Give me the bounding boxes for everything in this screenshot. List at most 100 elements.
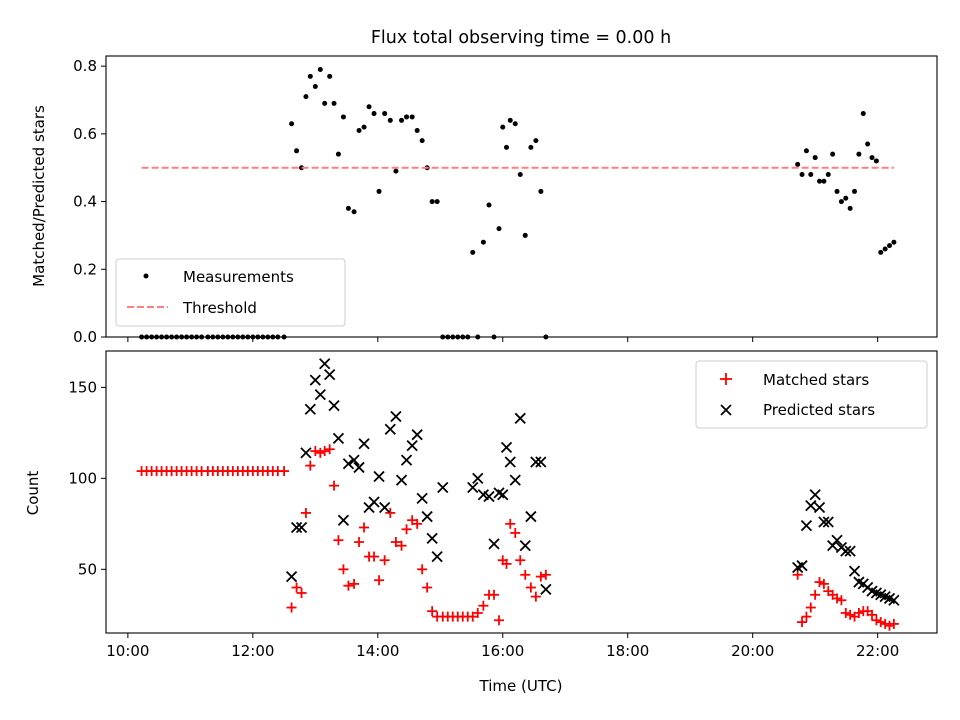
matched-stars-point: [338, 564, 349, 575]
measurements-point: [404, 114, 410, 120]
measurements-point: [512, 121, 518, 127]
matched-stars-point: [880, 618, 891, 629]
measurements-point: [335, 151, 341, 157]
measurements-point: [345, 205, 351, 211]
measurements-point: [507, 117, 513, 123]
legend-predicted-marker: [720, 404, 732, 416]
measurements-point: [533, 138, 539, 144]
predicted-stars-point: [437, 481, 449, 494]
top-ytick-label: 0.6: [73, 125, 97, 143]
bottom-ytick-label: 100: [68, 469, 97, 487]
measurements-point: [327, 73, 333, 79]
matched-stars-point: [792, 569, 803, 580]
bottom-ytick-label: 50: [78, 560, 97, 578]
top-axes: 0.00.20.40.60.8 Matched/Predicted stars …: [30, 55, 938, 346]
measurements-point: [812, 155, 818, 161]
predicted-stars-point: [822, 516, 834, 528]
predicted-stars-point: [309, 374, 321, 386]
measurements-point: [356, 127, 362, 133]
matched-stars-point: [478, 600, 489, 611]
matched-stars-point: [300, 507, 311, 518]
measurements-point: [504, 144, 510, 150]
measurements-point: [351, 209, 357, 215]
matched-stars-point: [535, 571, 546, 582]
matched-stars-point: [845, 609, 856, 620]
bottom-ytick-label: 150: [68, 378, 97, 396]
measurements-point: [393, 168, 399, 174]
matched-stars-point: [319, 446, 330, 457]
predicted-stars-point: [406, 439, 418, 452]
measurements-point: [434, 199, 440, 205]
matched-stars-point: [412, 518, 423, 529]
predicted-stars-point: [368, 496, 380, 508]
measurements-point: [860, 111, 866, 117]
measurements-point: [382, 111, 388, 117]
measurements-point: [361, 124, 367, 130]
measurements-point: [803, 148, 809, 154]
legend-measurements-marker: [143, 273, 149, 279]
matched-stars-point: [510, 527, 521, 538]
matched-stars-point: [369, 551, 380, 562]
measurements-point: [538, 188, 544, 194]
measurements-point: [414, 127, 420, 133]
matched-stars-point: [359, 522, 370, 533]
matched-stars-point: [801, 611, 812, 622]
top-ylabel: Matched/Predicted stars: [30, 105, 48, 287]
matched-stars-point: [310, 446, 321, 457]
predicted-stars-point: [400, 454, 413, 466]
predicted-stars-point: [525, 510, 537, 523]
predicted-stars-point: [290, 521, 303, 534]
predicted-stars-point: [483, 490, 495, 503]
matched-stars-point: [315, 447, 326, 458]
predicted-stars-point: [337, 514, 350, 526]
predicted-stars-point: [431, 550, 443, 563]
measurements-point: [303, 94, 309, 100]
matched-stars-point: [390, 537, 401, 548]
top-ytick-label: 0.4: [73, 193, 97, 211]
matched-stars-point: [515, 555, 526, 566]
matched-stars-point: [396, 540, 407, 551]
matched-stars-point: [520, 569, 531, 580]
matched-stars-point: [832, 593, 843, 604]
matched-stars-point: [385, 507, 396, 518]
bottom-ylabel: Count: [24, 471, 42, 516]
measurements-point: [317, 67, 323, 73]
measurements-point: [289, 121, 295, 127]
predicted-stars-point: [848, 565, 861, 577]
matched-stars-point: [884, 620, 895, 631]
predicted-stars-point: [304, 403, 316, 415]
predicted-stars-point: [800, 520, 813, 532]
measurements-point: [821, 178, 827, 184]
measurements-point: [869, 155, 875, 161]
predicted-stars-point: [509, 474, 521, 486]
measurements-point: [882, 246, 888, 252]
predicted-stars-point: [540, 583, 552, 595]
bottom-xtick-label: 18:00: [606, 642, 649, 660]
top-ytick-label: 0.8: [73, 57, 97, 75]
bottom-xtick-label: 10:00: [106, 642, 149, 660]
matched-stars-point: [472, 607, 483, 618]
bottom-xlabel: Time (UTC): [479, 677, 563, 695]
matched-stars-point: [888, 618, 899, 629]
matched-stars-point: [540, 569, 551, 580]
bottom-xtick-label: 22:00: [856, 642, 899, 660]
measurements-point: [294, 148, 300, 154]
measurements-point: [873, 158, 879, 164]
measurements-point: [817, 178, 823, 184]
matched-stars-point: [401, 524, 412, 535]
matched-stars-point: [422, 582, 433, 593]
measurements-point: [312, 83, 318, 89]
bottom-marks: [136, 358, 900, 631]
measurements-point: [340, 114, 346, 120]
measurements-point: [795, 161, 801, 167]
matched-stars-point: [374, 575, 385, 586]
predicted-stars-point: [319, 358, 331, 370]
matched-stars-point: [279, 466, 290, 477]
matched-stars-point: [489, 589, 500, 600]
measurements-point: [376, 188, 382, 194]
measurements-point: [517, 171, 523, 177]
predicted-stars-point: [373, 470, 385, 483]
predicted-stars-point: [342, 458, 355, 470]
matched-stars-point: [871, 615, 882, 626]
